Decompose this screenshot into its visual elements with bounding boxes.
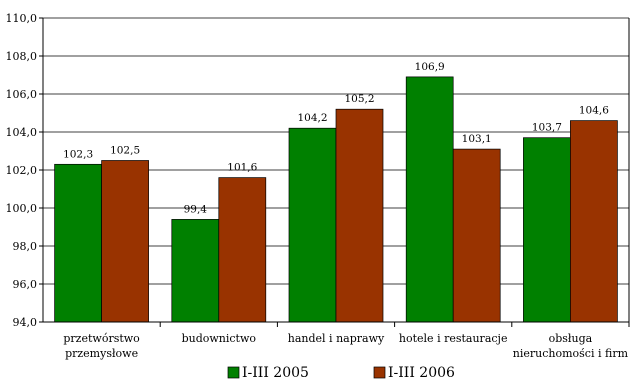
data-label: 102,3 — [63, 148, 93, 160]
x-tick-label: obsługa — [549, 332, 593, 345]
legend-label: I-III 2005 — [242, 365, 309, 381]
bar — [335, 108, 384, 323]
x-tick-label: budownictwo — [182, 332, 257, 345]
y-tick-label: 98,0 — [13, 240, 38, 253]
y-tick-label: 96,0 — [13, 278, 38, 291]
y-tick-label: 106,0 — [6, 88, 38, 101]
x-tick-label: przetwórstwo — [63, 332, 140, 345]
bar — [523, 137, 571, 323]
legend-swatch — [373, 366, 386, 379]
y-tick-label: 108,0 — [6, 50, 38, 63]
labels: 94,0 96,0 98,0 100,0 102,0 104,0 106,0 108,0 110… — [6, 12, 629, 360]
bar — [288, 127, 337, 323]
x-tick-label: nieruchomości i firm — [513, 347, 629, 360]
data-label: 99,4 — [184, 203, 208, 215]
data-label: 106,9 — [415, 61, 445, 73]
bar — [452, 148, 501, 323]
x-tick-label: handel i naprawy — [288, 332, 385, 345]
data-label: 103,7 — [532, 122, 562, 134]
y-tick-label: 102,0 — [6, 164, 38, 177]
data-label: 103,1 — [462, 133, 492, 145]
bar — [171, 219, 220, 323]
data-label: 102,5 — [110, 145, 140, 157]
bar — [405, 76, 454, 323]
bar — [54, 163, 102, 323]
y-tick-label: 104,0 — [6, 126, 38, 139]
bar — [218, 177, 267, 323]
bars — [54, 76, 618, 323]
y-tick-label: 110,0 — [6, 12, 38, 25]
data-label: 101,6 — [227, 162, 257, 174]
bar — [101, 160, 149, 323]
bar — [570, 120, 618, 323]
data-label: 105,2 — [344, 93, 374, 105]
y-tick-label: 100,0 — [6, 202, 38, 215]
x-tick-label: przemysłowe — [65, 347, 138, 360]
data-label: 104,2 — [297, 112, 327, 124]
legend-label: I-III 2006 — [388, 365, 455, 381]
y-tick-label: 94,0 — [13, 316, 38, 329]
data-label: 104,6 — [579, 105, 609, 117]
x-tick-label: hotele i restauracje — [399, 332, 508, 345]
axes — [39, 17, 630, 327]
legend-swatch — [227, 366, 240, 379]
legend: I-III 2005 I-III 2006 — [227, 365, 455, 381]
